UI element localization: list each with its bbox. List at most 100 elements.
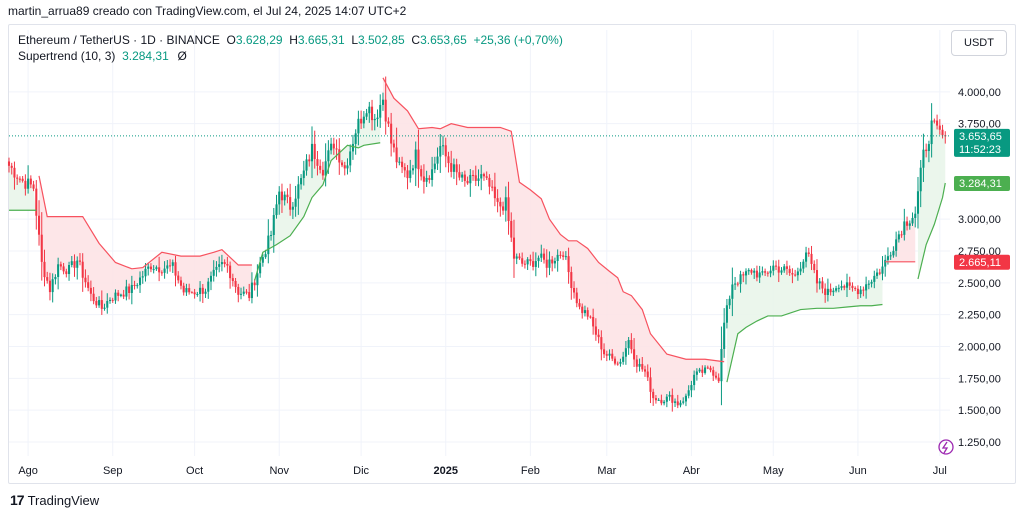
candle-body[interactable] — [777, 266, 780, 273]
candle-body[interactable] — [417, 149, 420, 170]
candle-body[interactable] — [698, 369, 701, 372]
candle-body[interactable] — [152, 269, 155, 271]
candle-body[interactable] — [332, 143, 335, 149]
candle-body[interactable] — [95, 301, 98, 306]
candle-body[interactable] — [441, 145, 445, 147]
candle-body[interactable] — [622, 356, 625, 362]
candle-body[interactable] — [444, 145, 447, 157]
candle-body[interactable] — [452, 164, 455, 172]
candle-body[interactable] — [272, 215, 275, 236]
candle-body[interactable] — [179, 280, 183, 286]
candle-body[interactable] — [163, 268, 166, 273]
candle-body[interactable] — [624, 348, 627, 357]
candle-body[interactable] — [166, 265, 169, 269]
candle-body[interactable] — [515, 256, 518, 259]
candle-body[interactable] — [305, 159, 308, 171]
candle-body[interactable] — [930, 120, 933, 145]
candle-body[interactable] — [673, 401, 677, 403]
candle-body[interactable] — [59, 264, 62, 267]
candle-body[interactable] — [422, 176, 425, 182]
candle-body[interactable] — [889, 255, 892, 257]
candle-body[interactable] — [829, 288, 832, 293]
candle-body[interactable] — [922, 149, 925, 168]
candle-body[interactable] — [704, 367, 707, 373]
candle-body[interactable] — [360, 118, 363, 124]
candle-body[interactable] — [633, 349, 636, 360]
candle-body[interactable] — [660, 399, 663, 404]
candle-body[interactable] — [461, 174, 464, 178]
candle-body[interactable] — [881, 266, 884, 274]
candle-body[interactable] — [562, 255, 565, 257]
candle-body[interactable] — [267, 235, 270, 255]
candle-body[interactable] — [551, 259, 554, 264]
candle-body[interactable] — [136, 285, 139, 287]
candle-body[interactable] — [695, 371, 698, 375]
candle-body[interactable] — [824, 288, 827, 295]
candle-body[interactable] — [493, 186, 496, 199]
candle-body[interactable] — [761, 271, 764, 273]
candle-body[interactable] — [813, 263, 816, 271]
currency-button[interactable]: USDT — [951, 30, 1007, 56]
candle-body[interactable] — [545, 259, 548, 268]
candle-body[interactable] — [594, 326, 597, 335]
candle-body[interactable] — [725, 305, 728, 323]
candle-body[interactable] — [788, 268, 791, 273]
candle-body[interactable] — [270, 235, 273, 237]
candle-body[interactable] — [720, 348, 723, 382]
candle-body[interactable] — [103, 307, 106, 309]
candle-body[interactable] — [845, 282, 849, 288]
candle-body[interactable] — [392, 143, 395, 148]
candle-body[interactable] — [357, 118, 360, 134]
candle-body[interactable] — [919, 167, 922, 192]
candle-body[interactable] — [46, 277, 49, 281]
candle-body[interactable] — [390, 123, 393, 144]
candle-body[interactable] — [805, 252, 808, 262]
candle-body[interactable] — [387, 121, 390, 124]
candle-body[interactable] — [349, 151, 352, 166]
candle-body[interactable] — [275, 204, 278, 216]
candle-body[interactable] — [826, 288, 829, 295]
candle-body[interactable] — [81, 261, 84, 278]
candle-body[interactable] — [676, 401, 679, 406]
candle-body[interactable] — [54, 276, 57, 280]
candle-body[interactable] — [286, 194, 289, 198]
candle-body[interactable] — [938, 125, 941, 130]
candle-body[interactable] — [581, 306, 584, 314]
candle-body[interactable] — [712, 370, 715, 376]
candle-body[interactable] — [613, 358, 617, 364]
indicator-name[interactable]: Supertrend (10, 3) — [18, 49, 116, 63]
candle-body[interactable] — [840, 286, 843, 288]
candle-body[interactable] — [611, 353, 614, 359]
candle-body[interactable] — [439, 145, 442, 157]
candle-body[interactable] — [567, 256, 570, 273]
candle-body[interactable] — [29, 178, 32, 185]
alert-lightning-icon[interactable] — [938, 439, 954, 455]
candle-body[interactable] — [534, 261, 537, 267]
candle-body[interactable] — [466, 180, 469, 184]
candle-body[interactable] — [108, 299, 112, 302]
candle-body[interactable] — [540, 253, 543, 258]
candle-body[interactable] — [368, 106, 371, 114]
candle-body[interactable] — [365, 113, 368, 117]
candle-body[interactable] — [933, 120, 936, 122]
candle-body[interactable] — [223, 262, 226, 264]
candle-body[interactable] — [772, 265, 775, 271]
candle-body[interactable] — [65, 271, 68, 275]
candle-body[interactable] — [684, 395, 687, 402]
candle-body[interactable] — [125, 286, 128, 297]
candle-body[interactable] — [709, 367, 712, 371]
candle-body[interactable] — [48, 280, 51, 293]
candle-body[interactable] — [897, 234, 900, 240]
candle-body[interactable] — [114, 292, 117, 301]
candle-body[interactable] — [231, 278, 234, 281]
candle-body[interactable] — [256, 273, 259, 286]
candle-body[interactable] — [188, 288, 191, 293]
candle-body[interactable] — [130, 285, 133, 293]
candle-body[interactable] — [316, 159, 319, 166]
candle-body[interactable] — [548, 259, 551, 268]
candle-body[interactable] — [927, 144, 930, 152]
candle-body[interactable] — [51, 279, 54, 293]
candle-body[interactable] — [10, 165, 13, 168]
candle-body[interactable] — [169, 265, 172, 267]
candle-body[interactable] — [398, 161, 401, 163]
